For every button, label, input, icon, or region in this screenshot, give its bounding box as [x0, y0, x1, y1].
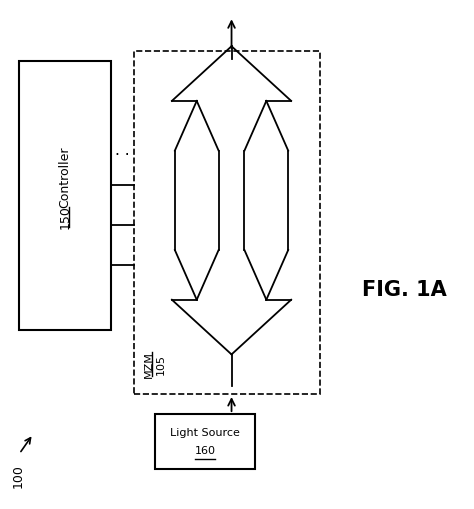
Text: 160: 160	[195, 446, 216, 457]
Text: 105: 105	[155, 354, 165, 375]
Text: FIG. 1A: FIG. 1A	[362, 280, 447, 300]
Text: 100: 100	[11, 464, 24, 488]
Bar	[19, 61, 111, 329]
Bar	[134, 51, 319, 394]
Bar	[155, 414, 255, 469]
Text: 150: 150	[58, 205, 72, 229]
Text: · ·: · ·	[115, 148, 129, 163]
Text: MZM: MZM	[144, 351, 154, 378]
Text: Light Source: Light Source	[170, 429, 240, 438]
Text: Controller: Controller	[58, 147, 72, 208]
